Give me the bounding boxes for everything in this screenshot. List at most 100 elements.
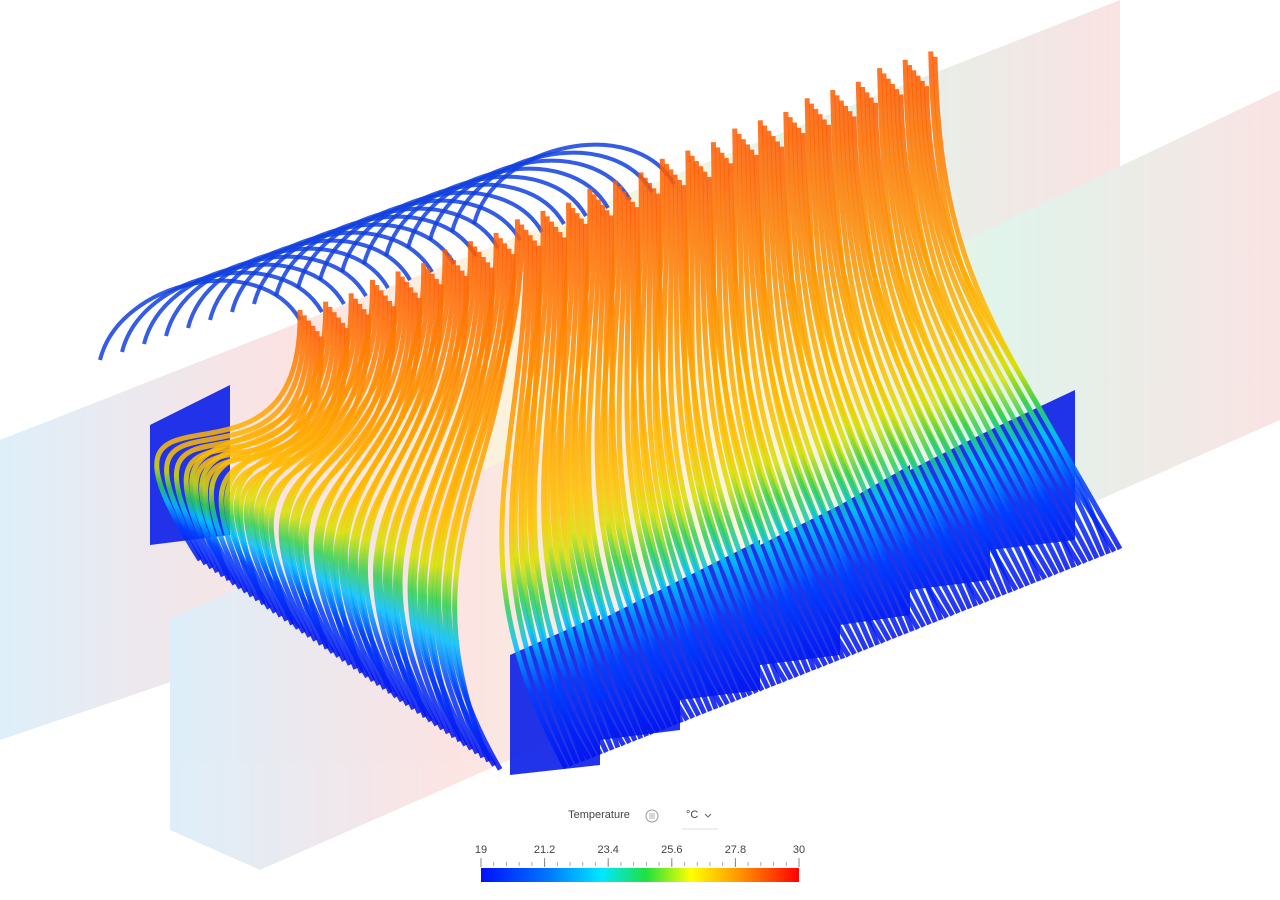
- streamline: [740, 139, 863, 653]
- streamline: [173, 320, 312, 570]
- streamline: [233, 298, 358, 614]
- streamline: [843, 105, 1002, 598]
- streamline: [652, 158, 753, 697]
- streamline: [672, 174, 771, 690]
- streamline: [646, 182, 736, 704]
- legend-menu-icon[interactable]: [645, 809, 659, 823]
- streamlines: [98, 51, 1123, 775]
- streamline: [932, 56, 1123, 551]
- streamline: [362, 260, 456, 707]
- streamline: [808, 103, 955, 617]
- streamline: [817, 114, 967, 612]
- streamline: [545, 202, 626, 747]
- streamline: [508, 235, 574, 767]
- streamline: [199, 306, 333, 590]
- streamline: [838, 100, 996, 601]
- streamline: [208, 312, 337, 594]
- loop-streamline: [472, 142, 676, 225]
- streamline: [616, 191, 701, 717]
- streamline: [303, 281, 410, 662]
- unit-selector[interactable]: °C: [686, 809, 698, 821]
- streamline: [624, 196, 707, 715]
- streamline: [689, 155, 794, 681]
- streamline: [630, 172, 724, 708]
- tick-label: 21.2: [534, 844, 555, 856]
- tick-label: 23.4: [597, 844, 618, 856]
- legend-ticks: 19 21.2 23.4 25.6 27.8 30: [475, 844, 805, 867]
- streamline: [164, 315, 307, 566]
- streamline: [855, 81, 1019, 592]
- streamline: [682, 150, 788, 683]
- streamline: [554, 207, 632, 745]
- streamline: [762, 125, 892, 642]
- streamline: [783, 111, 921, 631]
- streamline: [499, 229, 569, 770]
- streamline: [710, 142, 823, 669]
- streamline: [421, 238, 503, 751]
- streamline: [293, 276, 405, 658]
- streamline: [387, 246, 478, 727]
- streamline: [342, 249, 448, 699]
- streamline: [328, 268, 431, 683]
- streamline: [283, 271, 401, 654]
- streamline: [318, 263, 427, 679]
- streamline: [377, 241, 473, 723]
- streamline: [411, 232, 499, 747]
- streamline: [576, 194, 661, 733]
- legend-menu-lines: [649, 813, 655, 819]
- streamline: [804, 98, 949, 619]
- tick-label: 25.6: [661, 844, 682, 856]
- streamline: [608, 185, 696, 720]
- streamline: [436, 219, 520, 767]
- streamline: [660, 164, 759, 695]
- streamline: [667, 169, 765, 692]
- unit-chevron[interactable]: [704, 813, 712, 818]
- streamline: [352, 254, 452, 703]
- streamline: [715, 147, 828, 667]
- streamline: [531, 221, 603, 756]
- streamline: [522, 216, 597, 758]
- streamline: [258, 284, 380, 634]
- streamline: [189, 301, 329, 586]
- streamline: [736, 133, 857, 656]
- streamline: [397, 251, 482, 731]
- streamline: [770, 136, 903, 637]
- streamline: [446, 224, 525, 771]
- streamline: [791, 122, 932, 626]
- streamline: [902, 59, 1082, 567]
- streamline: [928, 51, 1117, 553]
- streamline: [268, 290, 384, 638]
- streamline: [432, 243, 508, 755]
- streamline: [585, 199, 667, 731]
- streamline: [834, 95, 990, 603]
- streamline: [698, 166, 805, 676]
- tick-label: 19: [475, 844, 487, 856]
- streamline: [830, 89, 984, 606]
- streamline: [249, 279, 375, 630]
- streamline: [541, 226, 609, 754]
- color-bar: [481, 868, 799, 882]
- streamline: [881, 73, 1053, 578]
- streamline: [757, 120, 886, 644]
- streamline: [766, 130, 898, 640]
- streamline: [599, 180, 690, 722]
- streamline: [567, 189, 655, 736]
- streamline: [563, 213, 638, 742]
- legend: Temperature °C 19 21.2 23.4 25.6 27.8 30: [475, 809, 805, 882]
- streamline: [877, 68, 1048, 581]
- streamline: [638, 177, 730, 706]
- streamline: [860, 86, 1025, 590]
- streamline: [919, 80, 1105, 557]
- tick-label: 27.8: [725, 844, 746, 856]
- streamline: [915, 75, 1100, 560]
- streamline: [512, 210, 592, 761]
- streamline: [693, 161, 799, 678]
- tick-label: 30: [793, 844, 805, 856]
- streamline: [732, 128, 851, 658]
- streamline: [885, 78, 1059, 576]
- streamline: [911, 70, 1094, 562]
- streamline: [744, 144, 869, 651]
- streamline: [719, 152, 834, 665]
- streamline: [787, 117, 926, 628]
